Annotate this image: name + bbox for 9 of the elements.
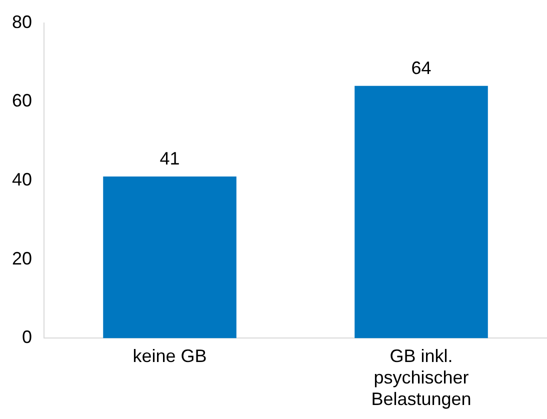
data-label: 64 (411, 58, 432, 78)
x-tick-label: keine GB (132, 346, 207, 366)
x-tick-label: GB inkl. psychischer Belastungen (371, 346, 472, 410)
y-tick-label: 60 (12, 90, 32, 111)
y-tick-label: 20 (12, 248, 32, 268)
y-tick-label: 0 (22, 327, 32, 348)
y-tick-label: 80 (12, 12, 32, 32)
y-tick-label: 40 (12, 169, 32, 190)
data-label: 41 (160, 148, 180, 169)
